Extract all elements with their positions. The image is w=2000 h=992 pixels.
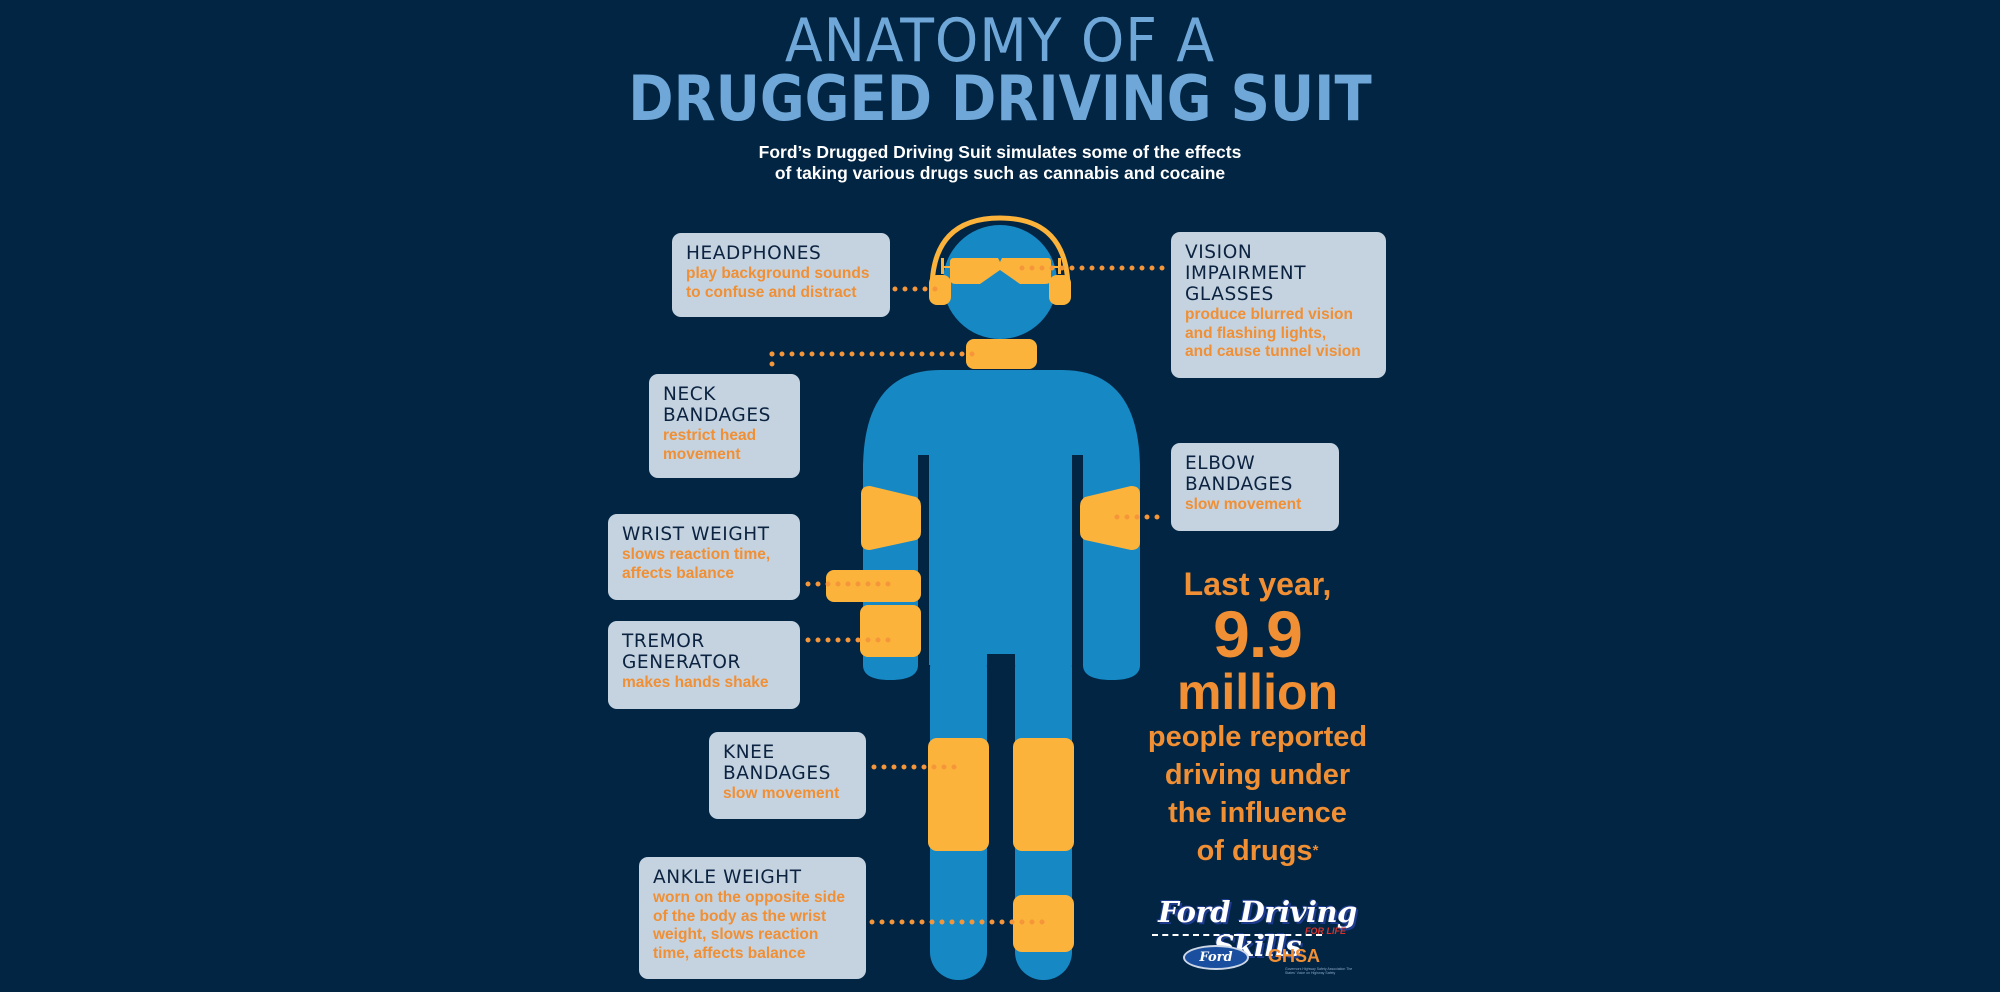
headphones-band [929, 215, 1071, 291]
subtitle-line-2: of taking various drugs such as cannabis… [774, 163, 1226, 183]
card-wrist-desc: slows reaction time, affects balance [622, 546, 771, 582]
connector-lines [769, 265, 1166, 925]
tremor-generator-pad [860, 605, 921, 657]
vision-glasses [950, 258, 1051, 284]
card-ankle-title: ANKLE WEIGHT [653, 867, 802, 888]
card-headphones-desc: play background sounds to confuse and di… [686, 265, 870, 301]
card-tremor-generator: TREMOR GENERATOR makes hands shake [608, 621, 800, 709]
ghsa-logo: GHSA [1268, 946, 1321, 966]
neck-bandage [966, 339, 1037, 369]
card-knee-desc: slow movement [723, 785, 840, 802]
card-tremor-title: TREMOR GENERATOR [622, 631, 741, 673]
card-neck-desc: restrict head movement [663, 427, 757, 463]
stat-intro: Last year, [1183, 566, 1332, 602]
stat-number: 9.9 [1213, 597, 1303, 671]
head [943, 225, 1057, 339]
card-headphones-title: HEADPHONES [686, 243, 822, 264]
card-tremor-desc: makes hands shake [622, 674, 769, 691]
card-neck-bandages: NECK BANDAGES restrict head movement [649, 374, 800, 478]
card-wrist-weight: WRIST WEIGHT slows reaction time, affect… [608, 514, 800, 600]
ghsa-tagline: Governors Highway Safety Association The… [1285, 967, 1353, 975]
card-wrist-title: WRIST WEIGHT [622, 524, 770, 545]
knee-left-pad [928, 738, 989, 851]
elbow-right-pad [1080, 486, 1140, 550]
title-line-1: ANATOMY OF A [784, 6, 1216, 76]
card-elbow-title: ELBOW BANDAGES [1185, 453, 1294, 495]
card-vision-desc: produce blurred vision and flashing ligh… [1185, 306, 1361, 360]
card-ankle-weight: ANKLE WEIGHT worn on the opposite side o… [639, 857, 866, 979]
ford-oval-logo: Ford [1183, 945, 1249, 970]
stat-unit: million [1176, 664, 1339, 720]
card-elbow-bandages: ELBOW BANDAGES slow movement [1171, 443, 1339, 531]
footnote-mark: * [1312, 842, 1319, 859]
elbow-left-pad [861, 486, 921, 550]
headphone-left [929, 275, 951, 305]
card-vision-glasses: VISION IMPAIRMENT GLASSES produce blurre… [1171, 232, 1386, 378]
card-knee-bandages: KNEE BANDAGES slow movement [709, 732, 866, 819]
wrist-weight-pad [826, 570, 921, 602]
card-vision-title: VISION IMPAIRMENT GLASSES [1185, 242, 1307, 305]
card-neck-title: NECK BANDAGES [663, 384, 772, 426]
stat-description: people reported driving under the influe… [1110, 718, 1405, 870]
card-ankle-desc: worn on the opposite side of the body as… [653, 889, 846, 962]
headphone-right [1049, 275, 1071, 305]
title-line-2: DRUGGED DRIVING SUIT [628, 62, 1372, 135]
logo-road-dashes [1152, 934, 1322, 936]
subtitle-line-1: Ford’s Drugged Driving Suit simulates so… [758, 142, 1242, 162]
knee-right-pad [1013, 738, 1074, 851]
for-life-tagline: FOR LIFE [1305, 926, 1346, 936]
subtitle: Ford’s Drugged Driving Suit simulates so… [0, 142, 2000, 184]
card-knee-title: KNEE BANDAGES [723, 742, 832, 784]
card-headphones: HEADPHONES play background sounds to con… [672, 233, 890, 317]
card-elbow-desc: slow movement [1185, 496, 1302, 513]
stat-description-text: people reported driving under the influe… [1147, 721, 1368, 867]
